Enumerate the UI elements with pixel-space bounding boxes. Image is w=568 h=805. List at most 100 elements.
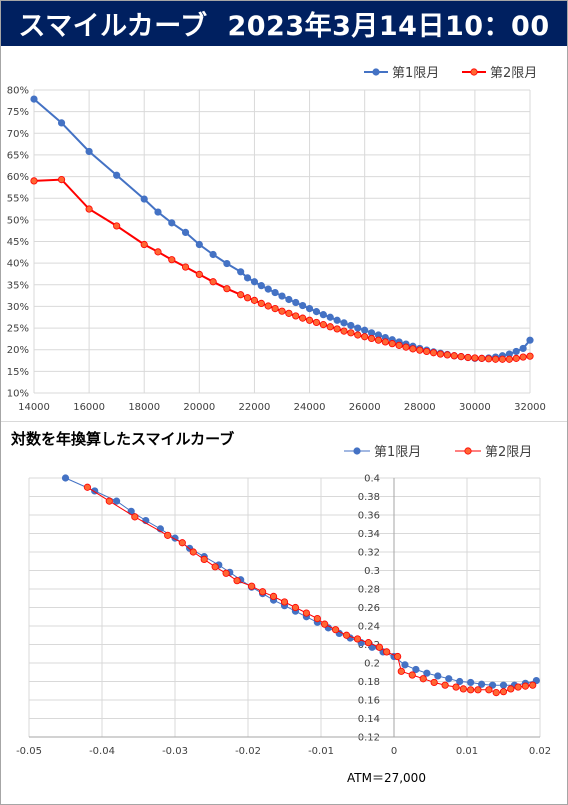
- chart2-point: [233, 577, 241, 585]
- chart2-point: [321, 620, 329, 628]
- chart1-point: [154, 248, 162, 256]
- chart1-series-line: [33, 178, 531, 361]
- chart1-point: [333, 316, 341, 324]
- chart1-point: [526, 336, 534, 344]
- chart1-point: [340, 327, 348, 335]
- chart1-point: [195, 270, 203, 278]
- chart2-point: [394, 652, 402, 661]
- chart2-y-tick-label: 0.32: [358, 548, 380, 559]
- chart1-point: [436, 350, 445, 358]
- chart1-point: [416, 346, 424, 354]
- chart2-point: [401, 661, 409, 669]
- chart2-x-tick-label: -0.05: [16, 746, 42, 757]
- chart2-point: [477, 680, 486, 688]
- chart1-point: [85, 205, 93, 213]
- chart1-point: [443, 351, 451, 359]
- chart2-point: [211, 563, 219, 571]
- chart1-point: [409, 345, 417, 353]
- chart2-point: [408, 671, 416, 679]
- banner-datetime: 2023年3月14日10：00: [227, 11, 550, 42]
- chart1-y-tick-label: 60%: [7, 172, 29, 183]
- chart2-point: [105, 497, 113, 505]
- chart2-point: [61, 474, 70, 482]
- chart1-point: [243, 294, 252, 302]
- chart1-point: [271, 288, 279, 297]
- chart1-point: [305, 304, 314, 313]
- chart2-point: [459, 685, 467, 693]
- chart2-y-tick-label: 0.18: [358, 677, 380, 688]
- chart1-point: [181, 263, 190, 271]
- title-banner: スマイルカーブ 2023年3月14日10：00: [1, 1, 567, 46]
- chart1-point: [478, 354, 486, 362]
- chart2-point: [200, 555, 208, 564]
- chart1-point: [512, 354, 520, 362]
- chart2-point: [452, 683, 460, 691]
- chart2-point: [529, 681, 537, 689]
- chart1-point: [347, 329, 355, 337]
- chart1-point: [429, 349, 438, 357]
- chart2-legend-label: 第2限月: [485, 445, 532, 460]
- chart-1: 14000 16000 18000 20000 22000 24000 26000 28000…: [7, 66, 546, 413]
- chart2-y-tick-label: 0.2: [364, 659, 380, 670]
- chart1-x-tick-label: 26000: [349, 402, 381, 413]
- chart2-x-tick-label: 0.01: [456, 746, 478, 757]
- chart2-y-tick-label: 0.16: [358, 696, 380, 707]
- chart2-point: [222, 569, 230, 577]
- chart1-series-line: [33, 98, 531, 360]
- chart1-y-tick-label: 55%: [7, 194, 29, 205]
- chart1-y-tick-label: 15%: [7, 367, 29, 378]
- chart2-point: [397, 667, 405, 675]
- chart2-point: [467, 678, 475, 687]
- chart2-point: [313, 614, 321, 623]
- chart1-point: [381, 338, 389, 346]
- chart2-y-tick-label: 0.24: [358, 622, 380, 633]
- chart2-point: [488, 681, 497, 689]
- chart1-point: [312, 308, 321, 316]
- chart1-point: [209, 250, 217, 259]
- chart1-point: [388, 340, 396, 348]
- chart2-point: [375, 643, 383, 651]
- chart2-point: [113, 497, 121, 505]
- chart1-point: [319, 311, 327, 319]
- chart1-point: [519, 353, 527, 361]
- chart2-y-tick-label: 0.14: [358, 714, 380, 725]
- chart1-legend-marker: [372, 68, 380, 76]
- chart2-point: [331, 626, 340, 634]
- chart2-point: [499, 688, 508, 696]
- chart1-point: [450, 352, 458, 360]
- chart1-point: [223, 285, 231, 293]
- chart1-point: [30, 177, 38, 185]
- chart1-point: [57, 119, 66, 127]
- chart2-point: [419, 675, 427, 683]
- chart2-point: [342, 631, 351, 639]
- chart2-point: [164, 531, 172, 539]
- chart1-y-tick-label: 25%: [7, 324, 29, 335]
- chart2-x-tick-label: 0.02: [529, 746, 551, 757]
- chart1-point: [491, 355, 500, 363]
- chart1-point: [402, 343, 410, 351]
- chart1-y-tick-label: 80%: [7, 86, 29, 97]
- chart1-point: [257, 282, 265, 290]
- chart2-legend-marker: [464, 447, 472, 455]
- chart1-point: [457, 353, 465, 361]
- chart2-point: [248, 582, 256, 590]
- chart1-point: [257, 299, 265, 307]
- chart2-point: [507, 685, 515, 693]
- chart2-point: [441, 681, 449, 689]
- chart1-point: [505, 355, 513, 363]
- chart1-point: [264, 285, 272, 293]
- chart1-point: [395, 341, 403, 349]
- chart1-point: [512, 347, 520, 356]
- chart1-point: [312, 318, 321, 327]
- chart1-x-tick-label: 28000: [404, 402, 436, 413]
- chart1-point: [30, 95, 38, 103]
- chart1-x-tick-label: 20000: [183, 402, 215, 413]
- chart1-point: [237, 268, 245, 276]
- chart1-x-tick-label: 14000: [18, 402, 50, 413]
- chart1-y-tick-label: 50%: [7, 215, 29, 226]
- chart1-point: [140, 240, 148, 249]
- chart2-point: [532, 676, 540, 685]
- chart2-point: [258, 588, 267, 596]
- chart1-point: [333, 325, 341, 333]
- chart1-point: [285, 295, 293, 304]
